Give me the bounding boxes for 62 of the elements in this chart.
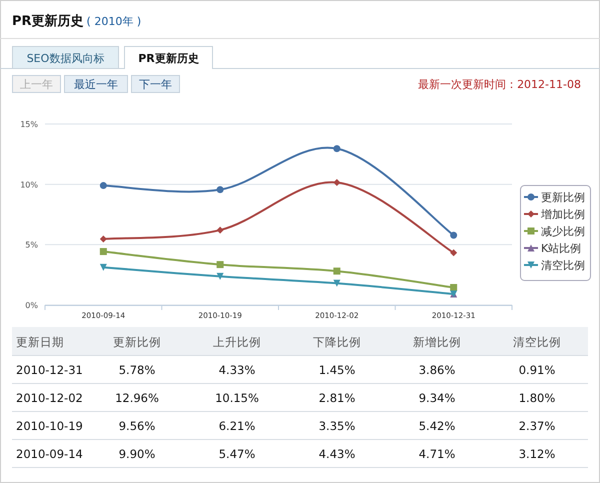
y-tick-label: 15% [20, 120, 38, 129]
point [216, 261, 224, 268]
legend-label: 增加比例 [540, 208, 585, 221]
text: 2010-10-19 [16, 419, 83, 433]
point [100, 264, 107, 271]
text: 最近一年 [74, 78, 118, 91]
text: 更新比例 [113, 335, 161, 349]
text: 5.78% [118, 363, 156, 377]
point [333, 268, 340, 275]
text: 4.33% [218, 363, 256, 377]
text: 4.43% [318, 447, 356, 461]
text: 9.34% [418, 391, 456, 405]
legend-label: 清空比例 [541, 259, 585, 272]
point [100, 235, 107, 242]
text: 9.90% [118, 447, 156, 461]
point [333, 145, 340, 152]
text: 2010-12-31 [16, 363, 83, 377]
point [100, 248, 107, 256]
text: 新增比例 [413, 335, 461, 349]
text: 3.35% [318, 419, 356, 433]
text: 0.91% [518, 363, 556, 377]
text: 4.71% [418, 447, 456, 461]
legend-label: K站比例 [541, 242, 582, 255]
point [216, 186, 224, 194]
text: 3.12% [518, 447, 556, 461]
text: 下一年 [139, 78, 172, 91]
legend-label: 减少比例 [541, 225, 585, 238]
point [216, 226, 224, 234]
text: 1.80% [518, 391, 556, 405]
text: 5.47% [218, 447, 256, 461]
point [100, 182, 107, 190]
text: 2010-09-14 [16, 447, 83, 461]
text: 下降比例 [313, 335, 361, 349]
text: 9.56% [118, 419, 156, 433]
point [216, 272, 224, 280]
text: 2.81% [318, 391, 356, 405]
text: 清空比例 [513, 335, 561, 349]
text: 上一年 [20, 78, 53, 91]
text: 5.42% [418, 419, 456, 433]
text: 10.15% [215, 391, 259, 405]
text: 最新一次更新时间：2012-11-08 [418, 78, 581, 91]
text: 2.37% [518, 419, 556, 433]
text: 上升比例 [213, 335, 261, 349]
text: 6.21% [218, 419, 256, 433]
text: 12.96% [115, 391, 159, 405]
point [333, 280, 340, 287]
text: 2010-12-02 [16, 391, 83, 405]
point [450, 232, 458, 239]
chart-title: PR更新历史 [12, 13, 84, 29]
point [450, 284, 458, 292]
y-tick-label: 0% [25, 301, 38, 310]
point [333, 179, 340, 186]
chart-subtitle: ( 2010年 ) [86, 15, 142, 28]
text: 更新日期 [16, 335, 64, 349]
text: PR更新历史 [138, 52, 199, 65]
y-tick-label: 5% [25, 240, 38, 250]
text: SEO数据风向标 [26, 52, 104, 65]
y-tick-label: 10% [20, 180, 38, 190]
point [450, 249, 458, 256]
text: 3.86% [418, 363, 456, 377]
legend-label: 更新比例 [541, 191, 585, 204]
text: 1.45% [318, 363, 356, 377]
